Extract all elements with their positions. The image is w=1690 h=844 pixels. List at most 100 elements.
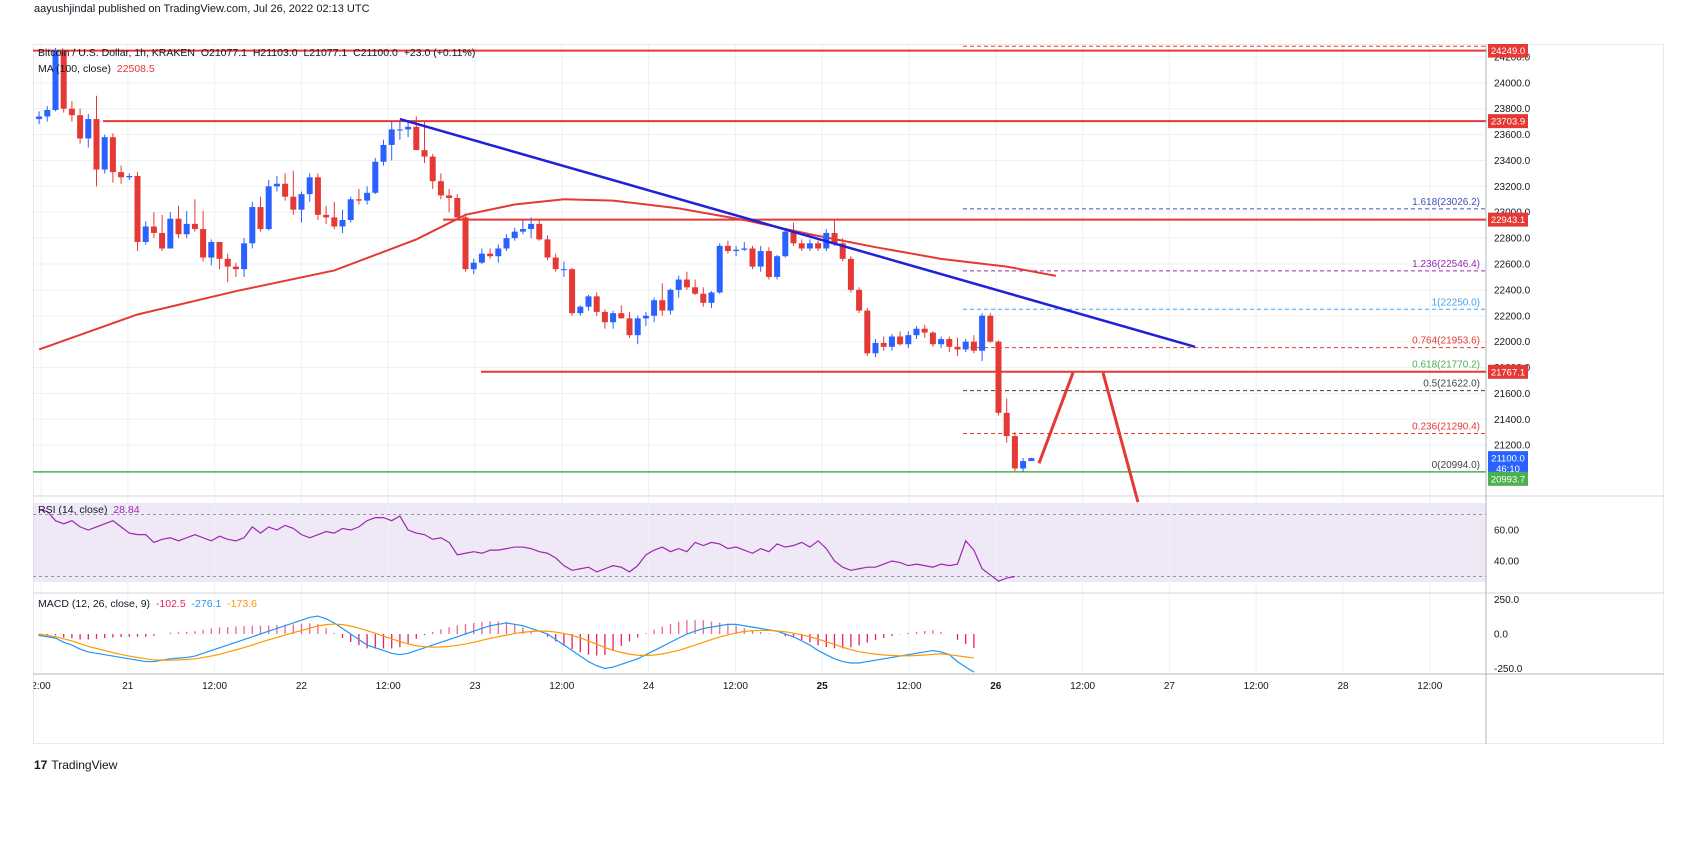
candle-body: [528, 223, 535, 230]
time-tick-label: 21: [122, 681, 134, 692]
candle-body: [282, 183, 289, 197]
time-tick-label: 28: [1337, 681, 1349, 692]
rsi-legend: RSI (14, close) 28.84: [38, 504, 140, 516]
symbol-label: Bitcoin / U.S. Dollar, 1h, KRAKEN: [38, 47, 195, 59]
candle-body: [478, 253, 485, 263]
time-tick-label: 12:00: [376, 681, 401, 692]
candle-body: [216, 242, 223, 259]
candle-body: [1020, 461, 1027, 469]
price-badge: [1488, 114, 1528, 129]
macd-hist-value: -102.5: [155, 598, 186, 610]
candle-body: [429, 156, 436, 182]
macd-legend: MACD (12, 26, close, 9) -102.5 -276.1 -1…: [38, 598, 257, 610]
macd-signal-value: -173.6: [227, 598, 257, 610]
time-tick-label: 2:00: [33, 681, 51, 692]
candle-body: [839, 243, 846, 259]
candle-body: [396, 129, 403, 131]
candle-body: [462, 217, 469, 270]
candle-body: [495, 248, 502, 257]
candle-body: [380, 144, 387, 162]
candle-body: [232, 266, 239, 270]
price-badge-text: 46:10: [1496, 464, 1520, 475]
candle-body: [1028, 458, 1035, 462]
candle-body: [200, 229, 207, 258]
macd-tick-label: -250.0: [1494, 664, 1523, 675]
candle-body: [175, 218, 182, 235]
candle-body: [733, 249, 740, 252]
time-tick-label: 22: [296, 681, 308, 692]
publisher-attribution: aayushjindal published on TradingView.co…: [34, 3, 370, 15]
candle-body: [142, 226, 149, 242]
time-tick-label: 26: [990, 681, 1002, 692]
candle-body: [987, 315, 994, 342]
candle-body: [585, 296, 592, 307]
price-tick-label: 22400.0: [1494, 285, 1531, 296]
candle-body: [782, 231, 789, 257]
chart-svg[interactable]: 2:00 21 12:00 22 12:00 23 12:00 24 12:00 25 12:00 2…: [33, 44, 1664, 744]
candle-body: [339, 220, 346, 227]
candle-body: [749, 248, 756, 267]
time-tick-label: 27: [1164, 681, 1176, 692]
projection-down-line: [1101, 372, 1140, 503]
time-tick-label: 12:00: [896, 681, 921, 692]
candle-body: [487, 253, 494, 257]
price-tick-label: 21200.0: [1494, 441, 1531, 452]
candle-body: [503, 238, 510, 249]
fib-level-label: 2.618(24282.2): [1412, 44, 1480, 45]
macd-signal-line: [39, 623, 974, 661]
candle-body: [708, 292, 715, 303]
open-label: O: [200, 47, 209, 59]
candle-body: [167, 218, 174, 249]
candle-body: [405, 126, 412, 130]
tradingview-logo-icon: 17: [34, 758, 48, 772]
fib-level-label: 0.764(21953.6): [1412, 336, 1480, 347]
candle-body: [437, 181, 444, 196]
price-badge: [1488, 44, 1528, 58]
candle-body: [306, 177, 313, 195]
tradingview-logo[interactable]: 17 TradingView: [34, 758, 117, 772]
high-value: 21103.0: [260, 47, 298, 59]
ma-legend: MA (100, close) 22508.5: [38, 63, 155, 75]
price-tick-label: 24200.0: [1494, 52, 1531, 63]
rsi-tick-label: 60.00: [1494, 526, 1519, 537]
candle-body: [897, 336, 904, 345]
candle-body: [765, 251, 772, 277]
candle-body: [921, 328, 928, 333]
rsi-line: [38, 509, 1016, 582]
candle-body: [388, 129, 395, 145]
candle-body: [888, 336, 895, 347]
price-tick-label: 21400.0: [1494, 415, 1531, 426]
candle-body: [569, 269, 576, 314]
candle-body: [1011, 436, 1018, 469]
candle-body: [651, 300, 658, 316]
chart-frame[interactable]: 2:00 21 12:00 22 12:00 23 12:00 24 12:00 25 12:00 2…: [33, 44, 1664, 744]
candle-body: [331, 217, 338, 227]
candle-body: [60, 50, 67, 109]
time-tick-label: 12:00: [1070, 681, 1095, 692]
candle-body: [52, 50, 59, 110]
candle-body: [962, 341, 969, 350]
macd-label: MACD (12, 26, close, 9): [38, 598, 151, 610]
close-value: 21100.0: [360, 47, 398, 59]
candle-body: [314, 177, 321, 215]
candle-body: [298, 194, 305, 210]
low-label: L: [303, 47, 310, 59]
price-legend: Bitcoin / U.S. Dollar, 1h, KRAKEN O21077…: [38, 47, 475, 59]
candle-body: [241, 243, 248, 270]
close-label: C: [353, 47, 361, 59]
candle-body: [683, 279, 690, 288]
candle-body: [101, 137, 108, 170]
change-value: +23.0 (+0.11%): [403, 47, 476, 59]
price-badge: [1488, 471, 1528, 486]
candle-body: [347, 199, 354, 220]
price-badge-text: 23703.9: [1491, 117, 1525, 128]
candle-body: [757, 251, 764, 267]
tradingview-logo-text: TradingView: [51, 758, 118, 772]
candle-body: [544, 239, 551, 258]
time-tick-label: 12:00: [1244, 681, 1269, 692]
candle-body: [191, 223, 198, 230]
candle-body: [864, 310, 871, 354]
candle-body: [970, 341, 977, 351]
candle-body: [601, 311, 608, 323]
candle-body: [905, 335, 912, 345]
